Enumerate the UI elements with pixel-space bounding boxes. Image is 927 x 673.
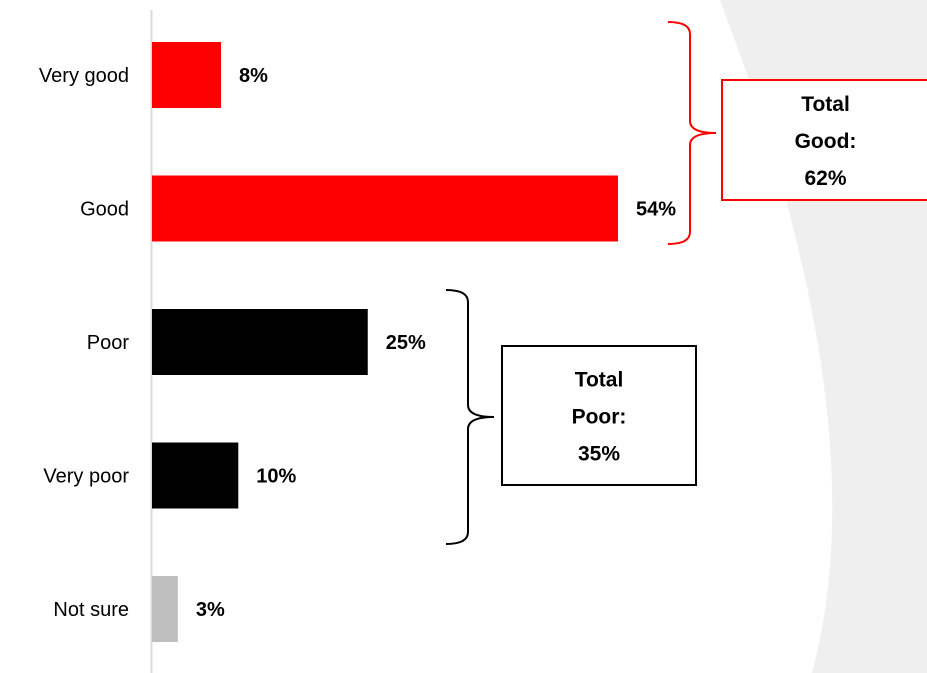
value-label-very-poor: 10%: [256, 466, 296, 488]
annotations-layer: Total Good: 62% Total Poor: 35%: [445, 21, 927, 545]
total-box-poor: [501, 345, 697, 486]
bars-layer: Very good 8% Good 54% Poor 25% Very poor 10% Not…: [39, 42, 676, 642]
total-box-poor-line-2: Poor:: [572, 406, 627, 429]
bar-poor: [152, 309, 368, 375]
bar-very-good: [152, 42, 222, 108]
total-box-poor-line-3: 35%: [578, 443, 620, 466]
bar-very-poor: [152, 442, 239, 509]
value-label-good: 54%: [636, 199, 676, 221]
bar-not-sure: [152, 576, 178, 642]
category-label-very-good: Very good: [39, 65, 129, 87]
category-label-very-poor: Very poor: [43, 466, 129, 488]
brace-poor: [445, 289, 495, 545]
total-box-poor-line-1: Total: [575, 369, 624, 392]
category-label-not-sure: Not sure: [53, 599, 129, 621]
brace-good: [667, 21, 717, 245]
total-box-good-line-3: 62%: [804, 167, 846, 190]
category-label-poor: Poor: [87, 332, 130, 354]
total-box-good-line-2: Good:: [795, 130, 857, 153]
value-label-very-good: 8%: [239, 65, 268, 87]
total-box-good: [721, 79, 927, 201]
value-label-poor: 25%: [386, 332, 426, 354]
total-box-good-line-1: Total: [801, 93, 850, 116]
bar-good: [152, 175, 619, 242]
value-label-not-sure: 3%: [196, 599, 225, 621]
category-label-good: Good: [80, 199, 129, 221]
